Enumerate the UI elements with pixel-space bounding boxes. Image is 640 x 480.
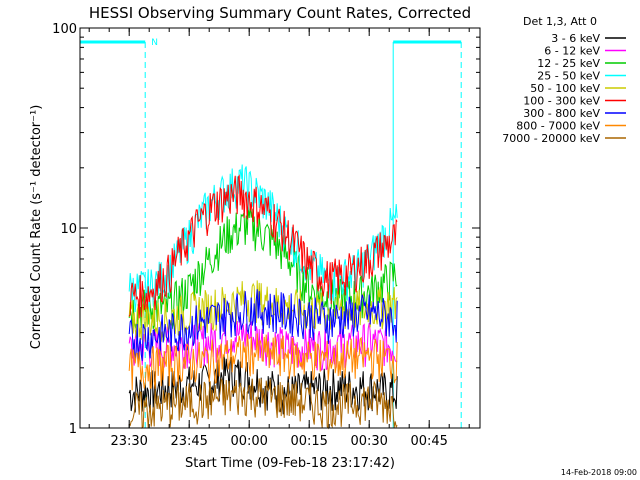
x-tick-label: 23:45 bbox=[170, 434, 207, 449]
legend-label: 100 - 300 keV bbox=[523, 95, 600, 108]
x-axis-label: Start Time (09-Feb-18 23:17:42) bbox=[185, 456, 395, 471]
legend-label: 6 - 12 keV bbox=[544, 45, 600, 58]
x-tick-label: 00:15 bbox=[290, 434, 327, 449]
legend-label: 3 - 6 keV bbox=[551, 32, 600, 45]
legend-label: 25 - 50 keV bbox=[537, 70, 600, 83]
x-tick-label: 00:45 bbox=[410, 434, 447, 449]
x-tick-label: 00:00 bbox=[230, 434, 267, 449]
y-tick-label: 1 bbox=[69, 422, 77, 437]
y-tick-label: 10 bbox=[60, 222, 77, 237]
x-tick-label: 23:30 bbox=[110, 434, 147, 449]
legend-label: 800 - 7000 keV bbox=[516, 120, 600, 133]
footer-date: 14-Feb-2018 09:00 bbox=[561, 468, 637, 477]
legend-label: 50 - 100 keV bbox=[530, 82, 600, 95]
interval-label: N bbox=[151, 38, 158, 48]
series-line bbox=[128, 333, 398, 391]
x-tick-label: 00:30 bbox=[350, 434, 387, 449]
series-line bbox=[128, 289, 398, 361]
series-line bbox=[128, 174, 398, 319]
y-axis-label: Corrected Count Rate (s⁻¹ detector⁻¹) bbox=[29, 105, 44, 350]
legend-label: 7000 - 20000 keV bbox=[502, 132, 600, 145]
legend-title: Det 1,3, Att 0 bbox=[523, 15, 597, 28]
legend-label: 12 - 25 keV bbox=[537, 57, 600, 70]
series-line bbox=[128, 164, 398, 313]
series-line bbox=[128, 378, 398, 430]
y-tick-label: 100 bbox=[52, 22, 77, 37]
chart-title: HESSI Observing Summary Count Rates, Cor… bbox=[89, 4, 471, 22]
legend-label: 300 - 800 keV bbox=[523, 107, 600, 120]
